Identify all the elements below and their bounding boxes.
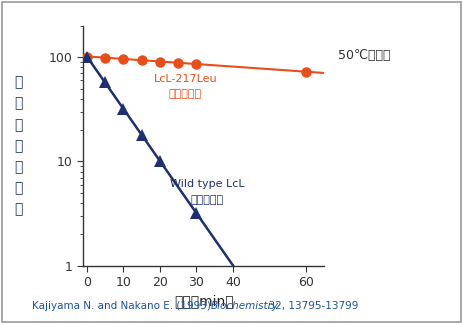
- Text: （耐熱型）: （耐熱型）: [169, 89, 202, 99]
- X-axis label: 時間（min）: 時間（min）: [174, 295, 233, 309]
- Text: 性: 性: [14, 139, 23, 153]
- Text: Wild type LcL: Wild type LcL: [170, 179, 244, 189]
- Text: ）: ）: [14, 202, 23, 216]
- Text: 存: 存: [14, 97, 23, 111]
- Text: （: （: [14, 160, 23, 174]
- Text: 50℃で処理: 50℃で処理: [338, 49, 390, 62]
- Text: 活: 活: [14, 118, 23, 132]
- Text: 残: 残: [14, 75, 23, 90]
- Text: LcL-217Leu: LcL-217Leu: [154, 74, 217, 84]
- Text: Biochemistry: Biochemistry: [211, 301, 279, 311]
- Text: Kajiyama N. and Nakano E. (1993): Kajiyama N. and Nakano E. (1993): [32, 301, 214, 311]
- Text: ％: ％: [14, 181, 23, 195]
- Text: （野生型）: （野生型）: [191, 195, 224, 205]
- Text: 32, 13795-13799: 32, 13795-13799: [262, 301, 358, 311]
